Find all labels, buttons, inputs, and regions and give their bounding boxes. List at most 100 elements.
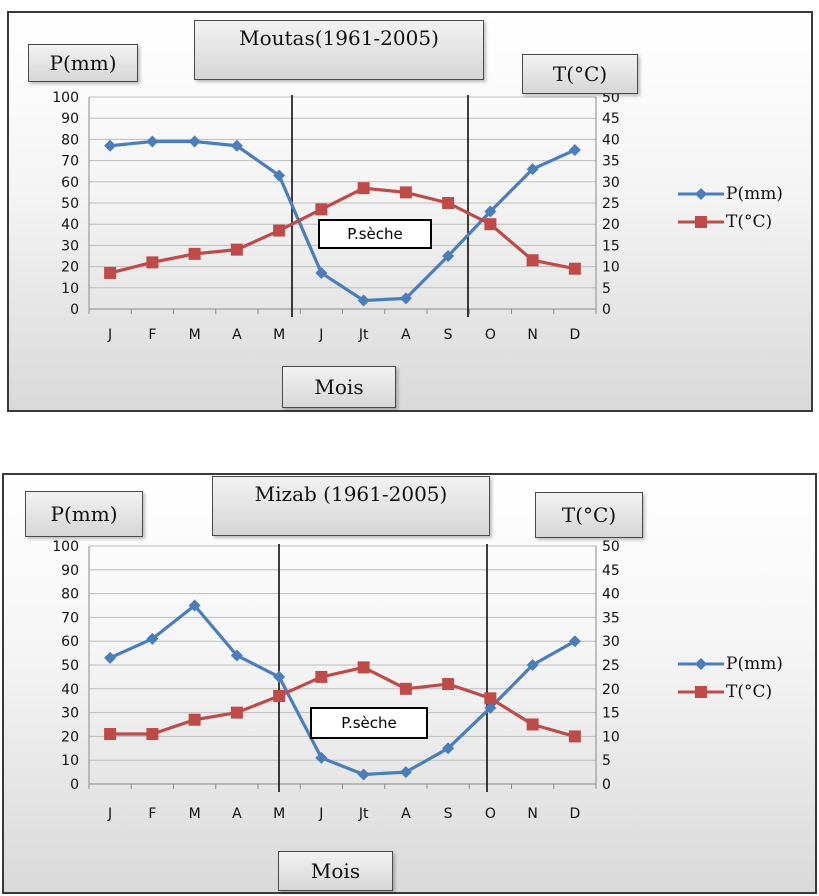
data-point-t [399, 682, 412, 695]
diamond-line-icon [678, 188, 724, 200]
data-point-p [357, 294, 370, 307]
y-tick-label-left: 10 [61, 281, 79, 297]
data-point-t [104, 728, 117, 741]
x-tick-label: O [485, 806, 496, 822]
y-tick-label-left: 0 [70, 777, 79, 793]
data-point-t [526, 718, 539, 731]
y-tick-label-left: 0 [70, 302, 79, 318]
legend-label: T(°C) [726, 212, 773, 232]
data-point-p [273, 670, 286, 683]
legend-label: P(mm) [726, 654, 783, 674]
y-tick-label-left: 40 [61, 217, 79, 233]
data-point-t [273, 224, 286, 237]
data-point-t [188, 247, 201, 260]
y-tick-label-left: 20 [61, 729, 79, 745]
y-tick-label-right: 40 [602, 587, 620, 603]
x-tick-label: N [527, 806, 537, 822]
diamond-line-icon [678, 658, 724, 670]
legend-mizab: P(mm) T(°C) [678, 650, 783, 706]
y-tick-label-right: 35 [602, 154, 620, 170]
y-tick-label-left: 50 [61, 658, 79, 674]
x-tick-label: M [189, 806, 201, 822]
square-line-icon [678, 216, 724, 228]
x-tick-label: A [401, 327, 411, 343]
data-point-p [104, 651, 117, 664]
data-point-t [315, 203, 328, 216]
y-tick-label-right: 10 [602, 260, 620, 276]
legend-item-t: T(°C) [678, 678, 783, 706]
data-point-t [568, 262, 581, 275]
dry-period-label: P.sèche [318, 219, 432, 249]
x-tick-label: S [444, 327, 453, 343]
y-tick-label-right: 50 [602, 539, 620, 555]
data-point-t [230, 243, 243, 256]
data-point-p [442, 742, 455, 755]
data-point-t [568, 730, 581, 743]
data-point-p [484, 701, 497, 714]
data-point-t [526, 254, 539, 267]
y-tick-label-right: 0 [602, 777, 611, 793]
data-point-t [442, 678, 455, 691]
data-point-p [104, 139, 117, 152]
x-tick-label: F [148, 806, 156, 822]
x-tick-label: N [527, 327, 537, 343]
x-tick-label: A [401, 806, 411, 822]
chart-title: Mizab (1961-2005) [212, 476, 490, 536]
y-tick-label-left: 30 [61, 706, 79, 722]
data-point-t [357, 661, 370, 674]
data-point-p [568, 635, 581, 648]
y-tick-label-right: 5 [602, 753, 611, 769]
legend-moutas: P(mm) T(°C) [678, 180, 783, 236]
y-tick-label-right: 20 [602, 217, 620, 233]
x-tick-label: J [318, 806, 323, 822]
y-tick-label-right: 50 [602, 90, 620, 106]
x-tick-label: D [569, 806, 580, 822]
y-tick-label-left: 30 [61, 238, 79, 254]
data-point-t [230, 706, 243, 719]
legend-label: T(°C) [726, 682, 773, 702]
data-point-t [146, 728, 159, 741]
data-point-t [146, 256, 159, 269]
data-point-p [315, 751, 328, 764]
x-tick-label: S [444, 806, 453, 822]
data-point-p [315, 266, 328, 279]
y-tick-label-left: 80 [61, 132, 79, 148]
y-tick-label-left: 60 [61, 175, 79, 191]
y-tick-label-left: 80 [61, 587, 79, 603]
data-point-p [230, 649, 243, 662]
y-tick-label-right: 45 [602, 563, 620, 579]
series-line-p [109, 603, 576, 777]
series-line-p [109, 139, 576, 303]
square-line-icon [678, 686, 724, 698]
chart-title: Moutas(1961-2005) [194, 20, 484, 80]
y-tick-label-right: 30 [602, 634, 620, 650]
x-tick-label: J [318, 327, 323, 343]
y-tick-label-left: 20 [61, 260, 79, 276]
y-tick-label-right: 45 [602, 111, 620, 127]
y-tick-label-right: 35 [602, 610, 620, 626]
y-tick-label-left: 100 [52, 90, 79, 106]
data-point-p [568, 144, 581, 156]
data-point-p [357, 768, 370, 781]
x-tick-label: M [189, 327, 201, 343]
x-tick-label: M [273, 327, 285, 343]
legend-item-p: P(mm) [678, 650, 783, 678]
x-tick-label: A [232, 327, 242, 343]
data-point-t [104, 266, 117, 279]
x-tick-label: O [485, 327, 496, 343]
x-axis-label: Mois [278, 851, 393, 891]
data-point-p [273, 169, 286, 182]
y-tick-label-right: 15 [602, 238, 620, 254]
y-axis-label-right: T(°C) [522, 54, 638, 94]
y-tick-label-left: 10 [61, 753, 79, 769]
x-axis-label: Mois [282, 366, 396, 408]
x-tick-label: M [273, 806, 285, 822]
data-point-t [315, 670, 328, 683]
data-point-t [357, 182, 370, 195]
data-point-t [442, 197, 455, 209]
y-tick-label-left: 90 [61, 111, 79, 127]
data-point-p [484, 205, 497, 218]
x-tick-label: Jt [358, 327, 369, 343]
